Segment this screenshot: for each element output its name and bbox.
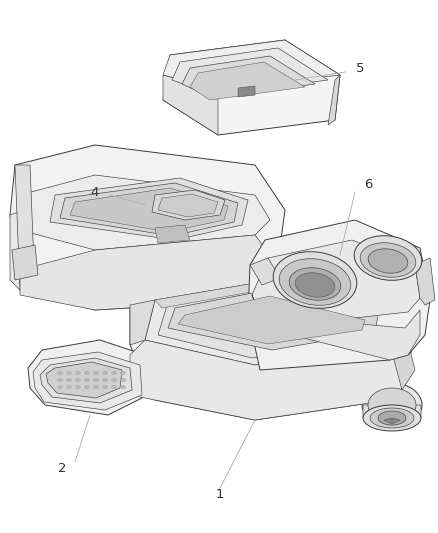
Text: 1: 1: [216, 489, 224, 502]
Ellipse shape: [120, 385, 126, 389]
Polygon shape: [155, 225, 190, 243]
Polygon shape: [28, 340, 148, 415]
Polygon shape: [20, 175, 270, 250]
Ellipse shape: [102, 378, 107, 382]
Ellipse shape: [57, 371, 63, 375]
Ellipse shape: [279, 259, 351, 305]
Polygon shape: [384, 418, 400, 424]
Polygon shape: [20, 235, 270, 310]
Ellipse shape: [75, 371, 81, 375]
Polygon shape: [10, 145, 285, 310]
Polygon shape: [130, 300, 155, 345]
Polygon shape: [130, 240, 415, 420]
Text: 5: 5: [356, 61, 364, 75]
Ellipse shape: [85, 378, 89, 382]
Ellipse shape: [93, 371, 99, 375]
Ellipse shape: [360, 243, 416, 277]
Polygon shape: [328, 75, 340, 125]
Polygon shape: [252, 240, 420, 328]
Ellipse shape: [67, 378, 71, 382]
Polygon shape: [10, 208, 35, 290]
Ellipse shape: [120, 378, 126, 382]
Polygon shape: [190, 62, 305, 100]
Polygon shape: [238, 86, 255, 97]
Ellipse shape: [67, 385, 71, 389]
Polygon shape: [40, 358, 132, 403]
Polygon shape: [415, 258, 435, 305]
Polygon shape: [163, 40, 340, 90]
Ellipse shape: [354, 236, 422, 280]
Ellipse shape: [120, 371, 126, 375]
Ellipse shape: [112, 385, 117, 389]
Polygon shape: [172, 48, 328, 95]
Ellipse shape: [85, 371, 89, 375]
Polygon shape: [400, 305, 415, 330]
Ellipse shape: [363, 405, 421, 431]
Polygon shape: [158, 282, 393, 358]
Polygon shape: [155, 278, 290, 308]
Text: 2: 2: [58, 462, 66, 474]
Ellipse shape: [75, 378, 81, 382]
Polygon shape: [248, 220, 430, 370]
Polygon shape: [163, 40, 340, 135]
Ellipse shape: [378, 411, 406, 425]
Polygon shape: [163, 75, 218, 135]
Polygon shape: [12, 245, 38, 280]
Ellipse shape: [93, 378, 99, 382]
Polygon shape: [15, 165, 35, 290]
Polygon shape: [70, 188, 228, 232]
Polygon shape: [363, 405, 421, 428]
Ellipse shape: [102, 371, 107, 375]
Ellipse shape: [112, 371, 117, 375]
Polygon shape: [152, 190, 225, 220]
Polygon shape: [130, 340, 405, 420]
Ellipse shape: [102, 385, 107, 389]
Ellipse shape: [368, 249, 408, 273]
Polygon shape: [168, 288, 378, 350]
Polygon shape: [60, 183, 238, 236]
Ellipse shape: [57, 385, 63, 389]
Ellipse shape: [295, 273, 335, 297]
Ellipse shape: [368, 388, 416, 422]
Polygon shape: [252, 295, 420, 360]
Ellipse shape: [289, 268, 341, 300]
Ellipse shape: [67, 371, 71, 375]
Ellipse shape: [112, 378, 117, 382]
Polygon shape: [46, 362, 122, 398]
Polygon shape: [182, 56, 315, 98]
Ellipse shape: [75, 385, 81, 389]
Polygon shape: [50, 178, 248, 240]
Ellipse shape: [57, 378, 63, 382]
Ellipse shape: [273, 252, 357, 308]
Ellipse shape: [362, 383, 422, 427]
Polygon shape: [390, 330, 415, 390]
Polygon shape: [158, 194, 218, 217]
Text: 4: 4: [91, 185, 99, 198]
Polygon shape: [250, 258, 280, 285]
Polygon shape: [145, 278, 405, 365]
Ellipse shape: [93, 385, 99, 389]
Text: 6: 6: [364, 179, 372, 191]
Ellipse shape: [85, 385, 89, 389]
Ellipse shape: [370, 408, 414, 428]
Polygon shape: [33, 352, 142, 410]
Polygon shape: [178, 296, 365, 344]
